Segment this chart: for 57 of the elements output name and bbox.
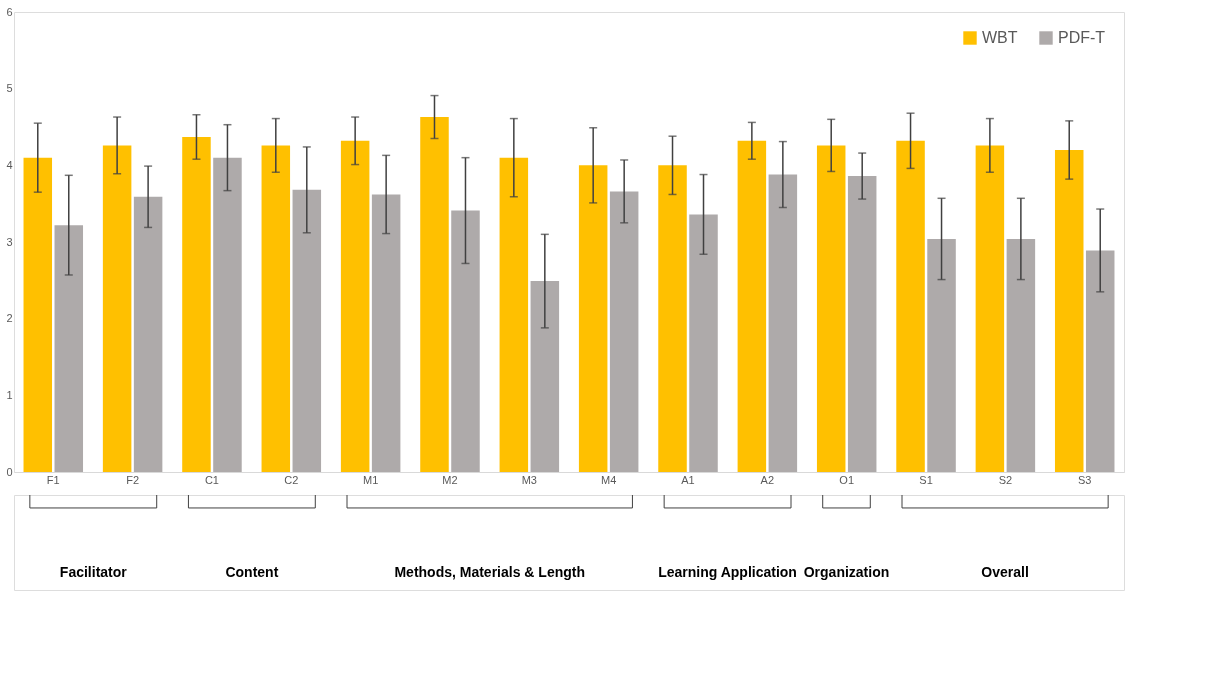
bar bbox=[530, 281, 560, 472]
text: Organization bbox=[803, 564, 890, 580]
x-tick-label: A1 bbox=[681, 473, 695, 486]
y-tick-label: 5 bbox=[6, 82, 13, 95]
legend-label: WBT bbox=[982, 29, 1018, 46]
bar bbox=[213, 157, 242, 472]
x-tick-label: C2 bbox=[284, 473, 299, 486]
x-tick-label: F2 bbox=[126, 473, 140, 486]
x-tick-label: M3 bbox=[521, 473, 537, 486]
bar bbox=[261, 145, 291, 472]
bar bbox=[292, 189, 322, 472]
y-tick-label: 3 bbox=[6, 235, 13, 248]
x-tick-label: M1 bbox=[363, 473, 379, 486]
bar bbox=[102, 145, 132, 472]
x-tick-label: A2 bbox=[760, 473, 775, 486]
bar bbox=[847, 176, 877, 472]
bar bbox=[927, 238, 956, 472]
x-tick-label: O1 bbox=[839, 473, 855, 486]
bar bbox=[816, 145, 846, 472]
y-tick-label: 0 bbox=[6, 465, 13, 478]
x-tick-label: M4 bbox=[601, 473, 617, 486]
bar bbox=[609, 191, 639, 472]
x-tick-label: M2 bbox=[442, 473, 458, 486]
y-tick-label: 2 bbox=[6, 312, 13, 325]
y-tick-label: 6 bbox=[6, 5, 13, 18]
x-tick-label: F1 bbox=[46, 473, 60, 486]
text: Overall bbox=[981, 564, 1029, 580]
y-tick-label: 4 bbox=[6, 158, 13, 171]
x-tick-label: S2 bbox=[998, 473, 1013, 486]
bar bbox=[689, 214, 718, 472]
text: Facilitator bbox=[59, 564, 128, 580]
bar bbox=[182, 136, 211, 472]
text: Content bbox=[225, 564, 279, 580]
bar bbox=[768, 174, 798, 472]
bar bbox=[340, 140, 370, 472]
bar bbox=[1054, 150, 1084, 472]
bar bbox=[737, 140, 767, 472]
bar bbox=[1085, 250, 1115, 472]
bar bbox=[23, 157, 53, 472]
y-tick-label: 1 bbox=[6, 388, 13, 401]
bar bbox=[896, 140, 925, 472]
bar bbox=[658, 165, 687, 472]
text: Methods, Materials & Length bbox=[394, 564, 585, 580]
bar bbox=[578, 165, 608, 472]
legend-label: PDF-T bbox=[1058, 29, 1106, 46]
x-tick-label: S1 bbox=[919, 473, 933, 486]
x-tick-label: S3 bbox=[1077, 473, 1092, 486]
bar bbox=[371, 194, 401, 472]
bar bbox=[420, 117, 449, 472]
text: Learning Application bbox=[658, 564, 797, 580]
bar bbox=[133, 196, 163, 472]
bar bbox=[1006, 238, 1036, 472]
bar bbox=[451, 210, 480, 472]
bar bbox=[499, 157, 529, 472]
x-tick-label: C1 bbox=[204, 473, 219, 486]
bar bbox=[975, 145, 1005, 472]
bar bbox=[54, 225, 84, 472]
